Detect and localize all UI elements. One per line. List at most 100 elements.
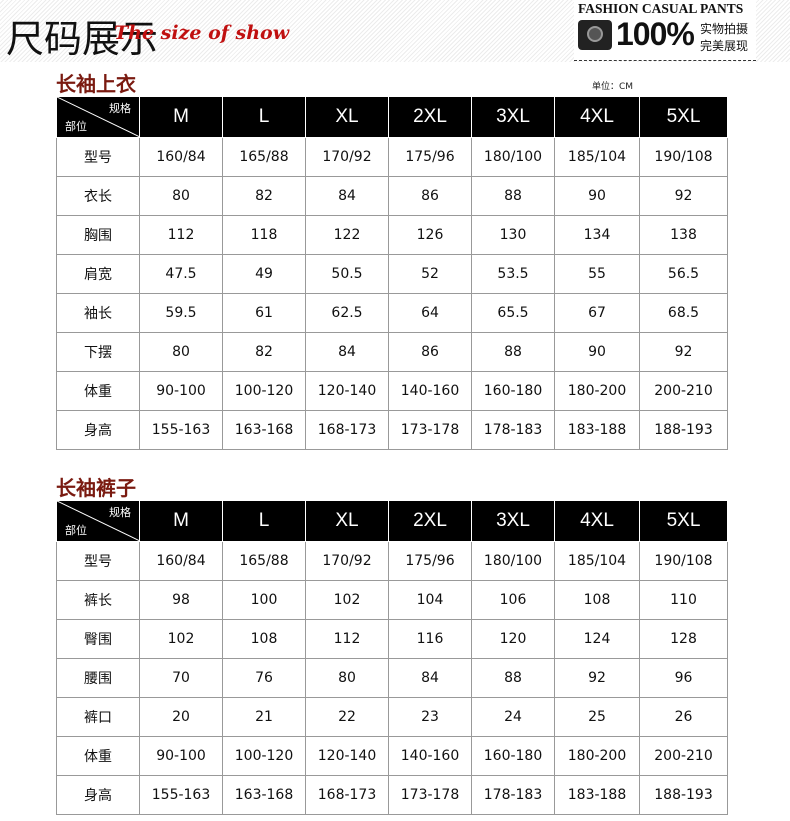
size-header: XL — [305, 96, 389, 138]
row-label: 臀围 — [56, 619, 140, 659]
table-cell: 65.5 — [471, 293, 555, 333]
table-cell: 165/88 — [222, 137, 306, 177]
size-header: L — [222, 96, 306, 138]
table-cell: 120 — [471, 619, 555, 659]
size-header: M — [139, 96, 223, 138]
table-cell: 100-120 — [222, 736, 306, 776]
table-cell: 100 — [222, 580, 306, 620]
corner-bottom: 部位 — [65, 525, 87, 537]
camera-icon — [578, 20, 612, 50]
row-label: 衣长 — [56, 176, 140, 216]
table-cell: 100-120 — [222, 371, 306, 411]
table-cell: 130 — [471, 215, 555, 255]
table-cell: 20 — [139, 697, 223, 737]
table-cell: 188-193 — [639, 410, 728, 450]
table-cell: 190/108 — [639, 137, 728, 177]
table-cell: 90 — [554, 176, 640, 216]
table-cell: 76 — [222, 658, 306, 698]
header-row: 规格 部位 M L XL 2XL 3XL 4XL 5XL — [56, 96, 728, 138]
size-header: 4XL — [554, 500, 640, 542]
table-cell: 173-178 — [388, 410, 472, 450]
table-cell: 92 — [639, 176, 728, 216]
table-cell: 178-183 — [471, 410, 555, 450]
table-cell: 138 — [639, 215, 728, 255]
size-header: M — [139, 500, 223, 542]
corner-top: 规格 — [109, 103, 131, 115]
table-cell: 86 — [388, 332, 472, 372]
table-cell: 160/84 — [139, 541, 223, 581]
table-row: 裤口 20 21 22 23 24 25 26 — [56, 697, 728, 737]
row-label: 型号 — [56, 541, 140, 581]
table-row: 体重 90-100 100-120 120-140 140-160 160-180 180-… — [56, 371, 728, 411]
table-cell: 86 — [388, 176, 472, 216]
size-header: 2XL — [388, 96, 472, 138]
banner-subtitle: The size of show — [114, 22, 290, 44]
table-row: 身高 155-163 163-168 168-173 173-178 178-183 183… — [56, 775, 728, 815]
size-header: 3XL — [471, 500, 555, 542]
table-cell: 102 — [139, 619, 223, 659]
table-cell: 80 — [305, 658, 389, 698]
table-cell: 122 — [305, 215, 389, 255]
table-cell: 180-200 — [554, 736, 640, 776]
table-cell: 160-180 — [471, 371, 555, 411]
table-cell: 108 — [554, 580, 640, 620]
table-row: 裤长 98 100 102 104 106 108 110 — [56, 580, 728, 620]
pants-size-table: 规格 部位 M L XL 2XL 3XL 4XL 5XL 型号 160/84 165/88 170/92… — [56, 500, 728, 815]
row-label: 腰围 — [56, 658, 140, 698]
table-cell: 53.5 — [471, 254, 555, 294]
table-cell: 67 — [554, 293, 640, 333]
row-label: 体重 — [56, 371, 140, 411]
table-row: 体重 90-100 100-120 120-140 140-160 160-180 180-… — [56, 736, 728, 776]
table-cell: 82 — [222, 332, 306, 372]
corner-bottom: 部位 — [65, 121, 87, 133]
table-cell: 112 — [305, 619, 389, 659]
table-cell: 92 — [554, 658, 640, 698]
corner-cell: 规格部位 — [56, 96, 140, 138]
table-cell: 88 — [471, 658, 555, 698]
row-label: 袖长 — [56, 293, 140, 333]
table-cell: 183-188 — [554, 775, 640, 815]
table-cell: 96 — [639, 658, 728, 698]
table-cell: 64 — [388, 293, 472, 333]
table-cell: 126 — [388, 215, 472, 255]
table-cell: 90 — [554, 332, 640, 372]
table-cell: 112 — [139, 215, 223, 255]
table-cell: 175/96 — [388, 541, 472, 581]
table-cell: 56.5 — [639, 254, 728, 294]
table-cell: 160/84 — [139, 137, 223, 177]
row-label: 裤长 — [56, 580, 140, 620]
table-cell: 163-168 — [222, 410, 306, 450]
table-cell: 200-210 — [639, 736, 728, 776]
table-cell: 88 — [471, 332, 555, 372]
table-cell: 22 — [305, 697, 389, 737]
table-cell: 185/104 — [554, 541, 640, 581]
table-cell: 50.5 — [305, 254, 389, 294]
header-row: 规格 部位 M L XL 2XL 3XL 4XL 5XL — [56, 500, 728, 542]
corner-cell: 规格 部位 — [56, 500, 140, 542]
table-cell: 24 — [471, 697, 555, 737]
size-header: 5XL — [639, 96, 728, 138]
size-header: XL — [305, 500, 389, 542]
table-cell: 190/108 — [639, 541, 728, 581]
table-cell: 160-180 — [471, 736, 555, 776]
table-cell: 92 — [639, 332, 728, 372]
badge-percent: 100% — [616, 16, 695, 52]
table-cell: 90-100 — [139, 736, 223, 776]
row-label: 胸围 — [56, 215, 140, 255]
table-row: 肩宽 47.5 49 50.5 52 53.5 55 56.5 — [56, 254, 728, 294]
table-cell: 106 — [471, 580, 555, 620]
table-cell: 84 — [388, 658, 472, 698]
table-cell: 185/104 — [554, 137, 640, 177]
tops-title: 长袖上衣 — [56, 72, 136, 96]
table-cell: 163-168 — [222, 775, 306, 815]
unit-label: 单位：CM — [592, 82, 634, 92]
table-cell: 62.5 — [305, 293, 389, 333]
table-cell: 21 — [222, 697, 306, 737]
size-header: 2XL — [388, 500, 472, 542]
table-row: 胸围 112 118 122 126 130 134 138 — [56, 215, 728, 255]
row-label: 裤口 — [56, 697, 140, 737]
table-row: 袖长 59.5 61 62.5 64 65.5 67 68.5 — [56, 293, 728, 333]
row-label: 型号 — [56, 137, 140, 177]
table-cell: 180-200 — [554, 371, 640, 411]
table-cell: 98 — [139, 580, 223, 620]
